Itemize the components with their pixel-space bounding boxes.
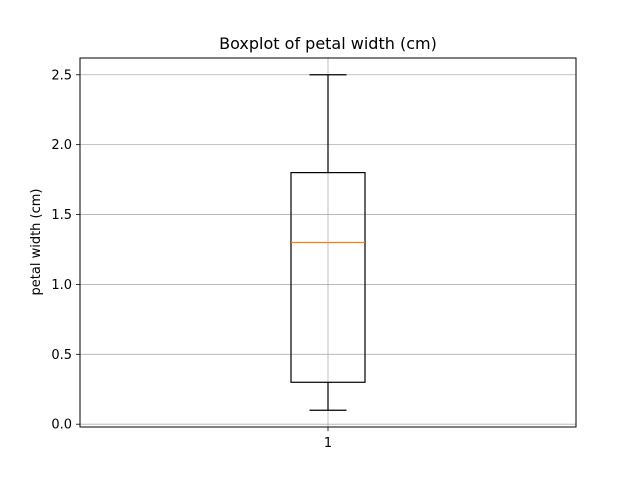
chart-title: Boxplot of petal width (cm) <box>219 34 437 53</box>
y-tick-label: 0.0 <box>51 418 72 433</box>
plot-frame <box>79 57 577 428</box>
y-tick-label: 2.5 <box>51 68 72 83</box>
box-layer <box>290 74 366 411</box>
box-iqr <box>290 172 366 383</box>
y-tick-label: 0.5 <box>51 348 72 363</box>
y-tick-label: 1.0 <box>51 278 72 293</box>
y-tick-label: 1.5 <box>51 208 72 223</box>
y-tick-label: 2.0 <box>51 138 72 153</box>
x-tick-label: 1 <box>324 436 332 451</box>
axis-layer: 0.0 0.5 1.0 1.5 2.0 2.5 1 <box>51 68 332 451</box>
y-axis-label: petal width (cm) <box>29 189 44 296</box>
